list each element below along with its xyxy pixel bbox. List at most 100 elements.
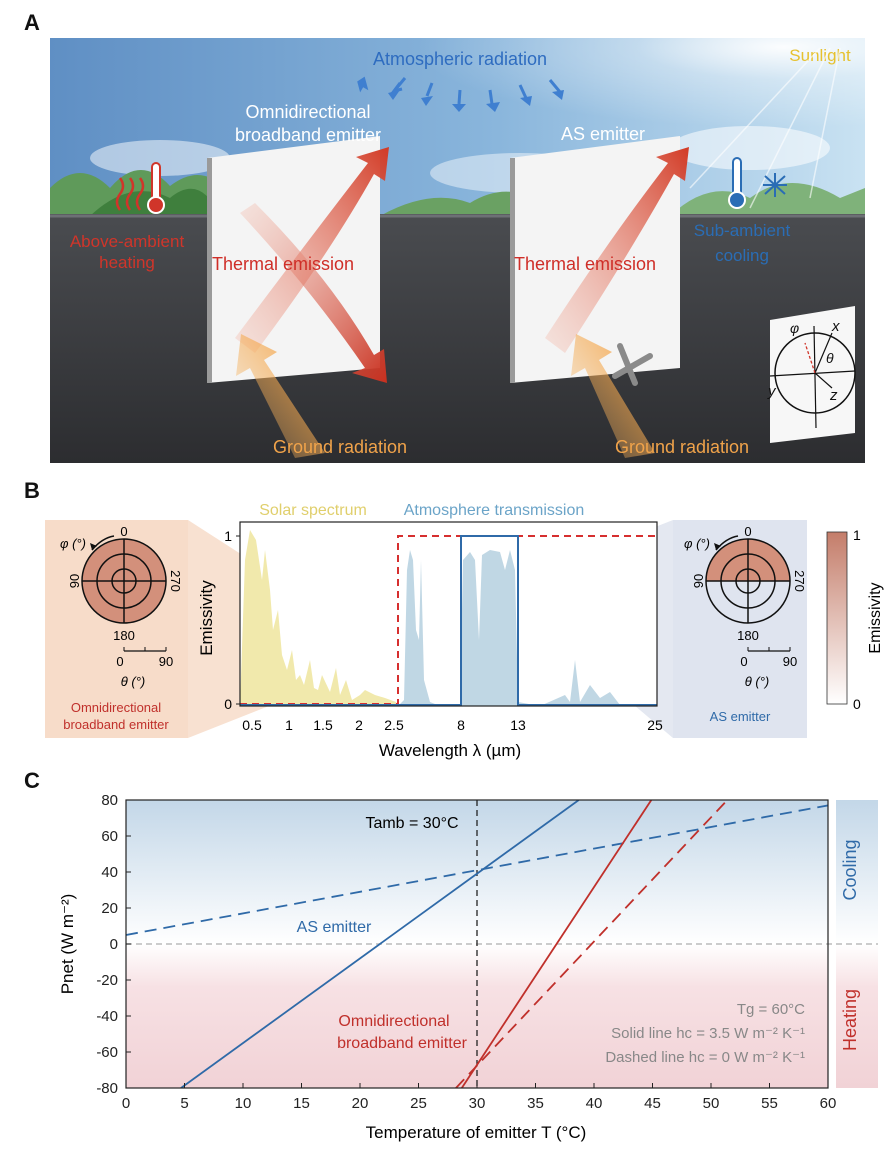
coordinate-inset: φ x θ y z [767,306,856,443]
atmosphere-transmission-label: Atmosphere transmission [404,502,585,519]
svg-text:270: 270 [792,570,807,592]
omni-emitter-title-1: Omnidirectional [245,102,370,122]
panel-label-a: A [24,10,40,35]
svg-text:0: 0 [120,524,127,539]
omni-caption-1: Omnidirectional [71,700,161,715]
colorbar-label: Emissivity [867,582,884,653]
solid-line-annotation: Solid line hc = 3.5 W m⁻² K⁻¹ [611,1025,805,1042]
ground-radiation-left: Ground radiation [273,437,407,457]
as-emitter-title: AS emitter [561,124,645,144]
sub-ambient-label: Sub-ambient [694,221,791,240]
svg-text:θ (°): θ (°) [121,674,146,689]
emissivity-ylabel: Emissivity [197,580,216,656]
spectrum-plot [236,521,658,707]
x-tick-label-8: 40 [586,1095,603,1112]
series-line-2 [461,800,653,1088]
omni-annotation-1: Omnidirectional [338,1013,449,1030]
y-tick-label-3: 20 [101,900,118,917]
omni-polar-plot: 0 90 270 180 φ (°) 0 90 θ (°) [60,524,183,689]
x-tick-3: 2 [355,717,363,733]
colorbar [826,531,848,705]
x-tick-label-11: 55 [761,1095,778,1112]
x-tick-label-1: 5 [180,1095,188,1112]
wavelength-xlabel: Wavelength λ (µm) [379,741,521,760]
svg-text:90: 90 [691,574,706,588]
y-tick-label-5: -20 [96,972,118,989]
panel-a-illustration: Atmospheric radiation Sunlight Omnidirec… [50,38,865,463]
svg-text:φ: φ [790,320,799,336]
svg-text:φ (°): φ (°) [684,536,710,551]
atmospheric-radiation-label: Atmospheric radiation [373,49,547,69]
thermal-emission-right: Thermal emission [514,254,656,274]
colorbar-max: 1 [853,527,861,543]
svg-text:90: 90 [67,574,82,588]
svg-text:θ: θ [826,350,834,366]
y-tick-label-4: 0 [110,936,118,953]
x-tick-label-2: 10 [235,1095,252,1112]
heating-side-box [836,944,878,1088]
panel-b-emissivity: 0 90 270 180 φ (°) 0 90 θ (°) Omnidirect… [45,502,884,760]
series-line-3 [455,800,729,1088]
colorbar-min: 0 [853,696,861,712]
x-tick-label-4: 20 [352,1095,369,1112]
x-tick-5: 8 [457,717,465,733]
y-tick-label-7: -60 [96,1044,118,1061]
x-tick-label-12: 60 [820,1095,837,1112]
svg-text:z: z [829,387,838,404]
svg-text:y: y [767,383,777,400]
x-tick-6: 13 [510,717,526,733]
sunlight-label: Sunlight [789,46,851,65]
svg-text:φ (°): φ (°) [60,536,86,551]
svg-text:270: 270 [168,570,183,592]
cooling-label: cooling [715,246,769,265]
x-tick-label-10: 50 [703,1095,720,1112]
pnet-ylabel: Pnet (W m⁻²) [58,894,77,995]
blocked-cross-icon [612,343,653,386]
x-tick-1: 1 [285,717,293,733]
x-tick-label-9: 45 [644,1095,661,1112]
panel-label-c: C [24,768,40,793]
as-emitter-panel [510,136,680,383]
x-tick-7: 25 [647,717,663,733]
x-tick-label-7: 35 [527,1095,544,1112]
svg-text:180: 180 [737,628,759,643]
pnet-plot-area: 0 5 10 15 20 25 30 35 40 45 50 55 60 80 60 40 20 0 -20 -40 -… [96,792,878,1112]
series-line-1 [126,804,828,936]
thermal-emission-left: Thermal emission [212,254,354,274]
y-tick-label-8: -80 [96,1080,118,1097]
x-tick-label-6: 30 [469,1095,486,1112]
x-tick-label-5: 25 [410,1095,427,1112]
x-tick-label-3: 15 [293,1095,310,1112]
y-tick-label-1: 60 [101,828,118,845]
snowflake-icon [763,173,787,197]
ground-radiation-right: Ground radiation [615,437,749,457]
temperature-xlabel: Temperature of emitter T (°C) [366,1123,587,1142]
y-tick-label-0: 80 [101,792,118,809]
x-tick-0: 0.5 [242,717,262,733]
x-tick-2: 1.5 [313,717,333,733]
svg-text:θ (°): θ (°) [745,674,770,689]
solar-spectrum-label: Solar spectrum [259,502,367,519]
y-tick-label-2: 40 [101,864,118,881]
panel-c-chart: 0 5 10 15 20 25 30 35 40 45 50 55 60 80 60 40 20 0 -20 -40 -… [58,792,878,1142]
dashed-line-annotation: Dashed line hc = 0 W m⁻² K⁻¹ [605,1049,805,1066]
series-line-0 [180,800,580,1088]
svg-text:90: 90 [159,654,173,669]
svg-text:0: 0 [740,654,747,669]
as-polar-plot: 0 90 270 180 φ (°) 0 90 θ (°) [684,524,807,689]
y-tick-0: 0 [224,696,232,712]
thermometer-cold-icon [728,157,746,209]
tg-annotation: Tg = 60°C [737,1001,805,1018]
above-ambient-label: Above-ambient [70,232,185,251]
omni-caption-2: broadband emitter [63,717,169,732]
tamb-annotation: Tamb = 30°C [365,815,458,832]
y-tick-1: 1 [224,528,232,544]
svg-text:0: 0 [744,524,751,539]
omni-annotation-2: broadband emitter [337,1035,468,1052]
svg-text:0: 0 [116,654,123,669]
heating-label: heating [99,253,155,272]
heating-region-label: Heating [840,989,860,1051]
svg-text:x: x [831,318,840,335]
svg-text:180: 180 [113,628,135,643]
x-tick-4: 2.5 [384,717,404,733]
